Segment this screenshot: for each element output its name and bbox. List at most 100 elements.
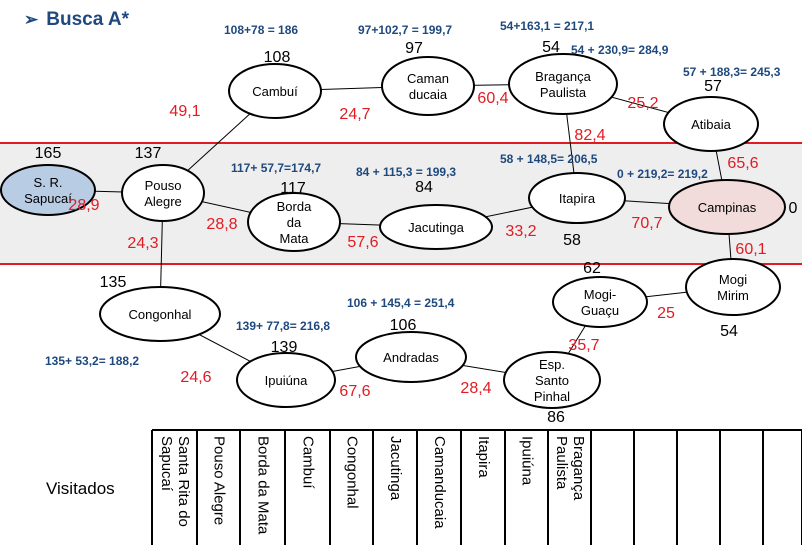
heuristic-jacutinga: 84 — [415, 179, 433, 196]
node-shape-ipuiuna — [236, 352, 336, 408]
visitados-cell: Pouso Alegre — [211, 436, 228, 525]
node-shape-borda — [247, 192, 341, 252]
heuristic-espirito: 86 — [547, 409, 565, 426]
visitados-entry: Borda da Mata — [255, 436, 272, 535]
slide-title-text: Busca A* — [46, 9, 129, 30]
node-label-borda: da — [287, 215, 302, 230]
edge-weight-campinas-mogimirim: 60,1 — [735, 241, 766, 258]
heuristic-sapucai: 165 — [35, 145, 62, 162]
visitados-cell: Cambuí — [300, 436, 317, 489]
node-sapucai: S. R.Sapucaí — [0, 164, 96, 216]
node-campinas: Campinas — [668, 179, 786, 235]
visitados-entry: Jacutinga — [387, 436, 404, 501]
node-cambui: Cambuí — [228, 63, 322, 119]
heuristic-campinas: 0 — [789, 200, 798, 217]
node-congonhal: Congonhal — [99, 286, 221, 342]
node-label-braganca: Paulista — [540, 85, 587, 100]
f-value-annotation: 106 + 145,4 = 251,4 — [347, 296, 455, 310]
node-label-braganca: Bragança — [535, 69, 591, 84]
node-atibaia: Atibaia — [663, 96, 759, 152]
node-label-itapira: Itapira — [559, 191, 596, 206]
node-label-cambui: Cambuí — [252, 84, 298, 99]
slide-title: ➢ Busca A* — [24, 9, 129, 31]
heuristic-itapira: 58 — [563, 232, 581, 249]
edge-weight-mogimirim-mogiguacu: 25 — [657, 305, 675, 322]
heuristic-mogiguacu: 62 — [583, 260, 601, 277]
edge-weight-cambui-camanducaia: 24,7 — [339, 106, 370, 123]
node-mogiguacu: Mogi-Guaçu — [552, 276, 648, 328]
f-value-annotation: 57 + 188,3= 245,3 — [683, 65, 781, 79]
visitados-entry: Bragança — [570, 436, 587, 501]
node-camanducaia: Camanducaia — [381, 56, 475, 116]
node-shape-camanducaia — [381, 56, 475, 116]
visitados-label: Visitados — [46, 479, 115, 498]
f-value-annotation: 0 + 219,2= 219,2 — [617, 167, 708, 181]
node-shape-congonhal — [99, 286, 221, 342]
edge-weight-atibaia-campinas: 65,6 — [727, 155, 758, 172]
node-label-espirito: Santo — [535, 373, 569, 388]
node-label-sapucai: Sapucaí — [24, 191, 72, 206]
visitados-entry: Ipuiúna — [519, 436, 536, 486]
node-label-borda: Borda — [277, 199, 312, 214]
edge-weight-ipuiuna-congonhal: 24,6 — [180, 369, 211, 386]
edge-weight-pouso-borda: 28,8 — [206, 216, 237, 233]
f-value-annotation: 97+102,7 = 199,7 — [358, 23, 452, 37]
f-value-annotation: 58 + 148,5= 206,5 — [500, 152, 598, 166]
node-label-camanducaia: ducaia — [409, 87, 448, 102]
edge-weight-camanducaia-braganca: 60,4 — [477, 90, 508, 107]
heuristic-ipuiuna: 139 — [271, 339, 298, 356]
visitados-cell: Camanducaia — [431, 436, 448, 529]
heuristic-borda: 117 — [280, 180, 306, 197]
node-label-mogiguacu: Mogi- — [584, 287, 617, 302]
edge-weight-sapucai-pouso: 28,9 — [68, 197, 99, 214]
f-value-annotation: 54 + 230,9= 284,9 — [571, 43, 669, 57]
node-label-espirito: Pinhal — [534, 389, 570, 404]
heuristic-mogimirim: 54 — [720, 323, 738, 340]
edge-weight-itapira-campinas: 70,7 — [631, 215, 662, 232]
node-shape-itapira — [528, 172, 626, 224]
node-shape-andradas — [355, 331, 467, 383]
node-label-borda: Mata — [280, 231, 310, 246]
f-value-annotation: 108+78 = 186 — [224, 23, 298, 37]
node-label-sapucai: S. R. — [34, 175, 63, 190]
bullet-arrow-icon: ➢ — [24, 10, 39, 29]
edge-weight-braganca-atibaia: 25,2 — [627, 95, 658, 112]
visitados-cell: Ipuiúna — [519, 436, 536, 486]
node-shape-campinas — [668, 179, 786, 235]
edge-weight-espirito-andradas: 28,4 — [460, 380, 491, 397]
node-label-mogiguacu: Guaçu — [581, 303, 619, 318]
node-shape-sapucai — [0, 164, 96, 216]
edge-weight-braganca-itapira: 82,4 — [574, 127, 605, 144]
visitados-cell: Congonhal — [344, 436, 361, 509]
node-label-atibaia: Atibaia — [691, 117, 732, 132]
f-value-annotation: 84 + 115,3 = 199,3 — [356, 165, 456, 179]
edge-weight-jacutinga-itapira: 33,2 — [505, 223, 536, 240]
edge-weight-andradas-ipuiuna: 67,6 — [339, 383, 370, 400]
heuristic-congonhal: 135 — [100, 274, 127, 291]
node-label-camanducaia: Caman — [407, 71, 449, 86]
visitados-entry: Pouso Alegre — [211, 436, 228, 525]
f-value-annotation: 117+ 57,7=174,7 — [231, 161, 321, 175]
node-shape-jacutinga — [379, 204, 493, 250]
edge-weight-pouso-congonhal: 24,3 — [127, 235, 158, 252]
node-shape-atibaia — [663, 96, 759, 152]
heuristic-atibaia: 57 — [704, 78, 722, 95]
node-label-pouso: Pouso — [145, 178, 182, 193]
heuristic-camanducaia: 97 — [405, 40, 423, 57]
node-label-pouso: Alegre — [144, 194, 182, 209]
node-label-espirito: Esp. — [539, 357, 565, 372]
node-shape-cambui — [228, 63, 322, 119]
heuristic-pouso: 137 — [135, 145, 162, 162]
node-itapira: Itapira — [528, 172, 626, 224]
node-label-congonhal: Congonhal — [129, 307, 192, 322]
edge-weight-pouso-cambui: 49,1 — [169, 103, 200, 120]
edge-weight-mogiguacu-espirito: 35,7 — [568, 337, 599, 354]
node-label-campinas: Campinas — [698, 200, 757, 215]
node-ipuiuna: Ipuiúna — [236, 352, 336, 408]
